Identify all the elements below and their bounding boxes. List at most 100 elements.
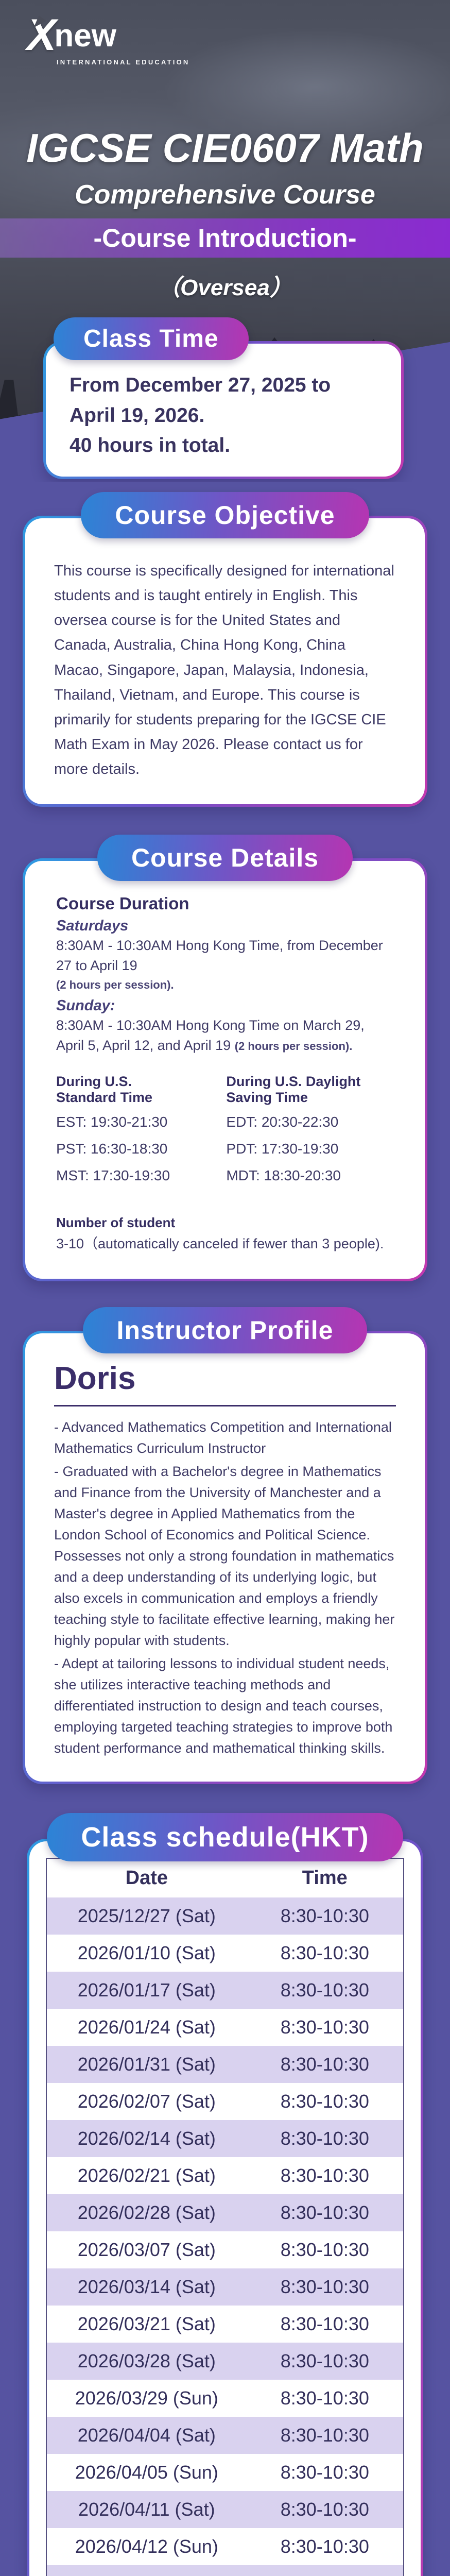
number-of-student-text: 3-10（automatically canceled if fewer tha… bbox=[56, 1235, 384, 1251]
table-cell: 2026/01/10 (Sat) bbox=[77, 1942, 216, 1964]
table-cell: 8:30-10:30 bbox=[280, 2016, 369, 2038]
bird-icon bbox=[29, 13, 47, 28]
class-time-dates: From December 27, 2025 to April 19, 2026… bbox=[70, 374, 331, 427]
sunday-time: 8:30AM - 10:30AM Hong Kong Time on March… bbox=[56, 1015, 394, 1056]
table-row: 2026/02/14 (Sat) 8:30-10:30 bbox=[46, 2120, 404, 2158]
sunday-time-text: 8:30AM - 10:30AM Hong Kong Time on March… bbox=[56, 1018, 365, 1054]
table-cell: 2026/04/18 (Sat) bbox=[46, 2565, 247, 2576]
table-cell: 2026/02/28 (Sat) bbox=[77, 2202, 216, 2224]
table-row: 2026/04/04 (Sat) 8:30-10:30 bbox=[46, 2417, 404, 2454]
table-row: 2026/02/21 (Sat) 8:30-10:30 bbox=[46, 2157, 404, 2194]
table-row: 2026/02/28 (Sat) 8:30-10:30 bbox=[46, 2194, 404, 2232]
course-objective-section: Course Objective This course is specific… bbox=[0, 492, 450, 807]
table-row: 2026/03/28 (Sat) 8:30-10:30 bbox=[46, 2343, 404, 2380]
sunday-note: (2 hours per session). bbox=[234, 1040, 353, 1053]
table-row: 2026/03/29 (Sun) 8:30-10:30 bbox=[46, 2380, 404, 2417]
table-cell: 2025/12/27 (Sat) bbox=[77, 1905, 216, 1927]
table-row: 2026/01/17 (Sat) 8:30-10:30 bbox=[46, 1972, 404, 2009]
schedule-table-body: 2025/12/27 (Sat) 8:30-10:30 2026/01/10 (Sa… bbox=[46, 1897, 404, 2576]
us-standard-title: During U.S. Standard Time bbox=[56, 1073, 153, 1105]
column-header-date: Date bbox=[125, 1867, 168, 1889]
logo-wordmark: new bbox=[54, 18, 116, 54]
table-cell: 2026/03/14 (Sat) bbox=[77, 2276, 216, 2298]
table-cell: 8:30-10:30 bbox=[280, 2128, 369, 2149]
table-row: 2026/04/11 (Sat) 8:30-10:30 bbox=[46, 2491, 404, 2529]
table-cell: 2026/01/17 (Sat) bbox=[77, 1979, 216, 2001]
table-cell: 2026/03/29 (Sun) bbox=[75, 2387, 218, 2409]
column-header-time: Time bbox=[302, 1867, 348, 1889]
instructor-bullets: - Advanced Mathematics Competition and I… bbox=[54, 1417, 396, 1759]
list-item: MDT: 18:30-20:30 bbox=[226, 1167, 341, 1183]
table-cell: 2026/04/12 (Sun) bbox=[75, 2536, 218, 2557]
schedule-section: Class schedule(HKT) Date Time 2025/12/27… bbox=[0, 1813, 450, 2576]
us-daylight-title: During U.S. Daylight Saving Time bbox=[226, 1073, 361, 1105]
list-item: - Adept at tailoring lessons to individu… bbox=[54, 1656, 393, 1756]
table-cell: 2026/02/07 (Sat) bbox=[77, 2091, 216, 2112]
instructor-card: Doris - Advanced Mathematics Competition… bbox=[23, 1331, 427, 1785]
page-subtitle: Comprehensive Course bbox=[75, 180, 375, 210]
xnew-logo: X new INTERNATIONAL EDUCATION bbox=[27, 10, 189, 66]
saturdays-time-text: 8:30AM - 10:30AM Hong Kong Time, from De… bbox=[56, 938, 383, 974]
course-details-section: Course Details Course Duration Saturdays… bbox=[0, 835, 450, 1281]
table-cell: 8:30-10:30 bbox=[280, 1942, 369, 1964]
table-row: 2026/02/07 (Sat) 8:30-10:30 bbox=[46, 2083, 404, 2120]
list-item: EDT: 20:30-22:30 bbox=[226, 1113, 339, 1130]
oversea-label: （Oversea） bbox=[158, 275, 292, 300]
table-row: 2026/04/18 (Sat)8:30-10:30 bbox=[46, 2565, 404, 2576]
course-objective-text: This course is specifically designed for… bbox=[54, 563, 394, 777]
table-cell: 2026/04/04 (Sat) bbox=[77, 2425, 216, 2446]
class-schedule-heading: Class schedule(HKT) bbox=[47, 1813, 403, 1862]
table-cell: 2026/01/31 (Sat) bbox=[77, 2054, 216, 2075]
table-cell: 8:30-10:30 bbox=[280, 2165, 369, 2187]
course-duration-title: Course Duration bbox=[56, 894, 189, 913]
class-schedule-card: Date Time 2025/12/27 (Sat) 8:30-10:30 2026… bbox=[27, 1839, 423, 2576]
table-cell: 8:30-10:30 bbox=[280, 1905, 369, 1927]
table-cell: 2026/03/21 (Sat) bbox=[77, 2313, 216, 2335]
course-details-card: Course Duration Saturdays 8:30AM - 10:30… bbox=[23, 858, 427, 1281]
course-details-heading: Course Details bbox=[97, 835, 353, 882]
saturdays-note: (2 hours per session). bbox=[56, 978, 174, 992]
course-introduction-label: -Course Introduction- bbox=[93, 224, 357, 252]
course-objective-heading: Course Objective bbox=[81, 492, 369, 538]
table-cell: 2026/03/28 (Sat) bbox=[77, 2350, 216, 2372]
list-item: MST: 17:30-19:30 bbox=[56, 1167, 170, 1183]
table-cell: 2026/02/21 (Sat) bbox=[77, 2165, 216, 2187]
saturdays-time: 8:30AM - 10:30AM Hong Kong Time, from De… bbox=[56, 936, 394, 976]
class-time-hours: 40 hours in total. bbox=[70, 434, 231, 456]
table-row: 2026/01/24 (Sat) 8:30-10:30 bbox=[46, 2009, 404, 2046]
instructor-name: Doris bbox=[54, 1360, 136, 1396]
table-header-row: Date Time bbox=[46, 1858, 404, 1897]
table-row: 2026/01/10 (Sat) 8:30-10:30 bbox=[46, 1935, 404, 1972]
logo-bird-x-icon: X bbox=[27, 10, 56, 60]
table-cell: 8:30-10:30 bbox=[280, 2054, 369, 2075]
table-cell: 8:30-10:30 bbox=[280, 2536, 369, 2557]
table-cell: 8:30-10:30 bbox=[280, 2202, 369, 2224]
us-standard-list: EST: 19:30-21:30 PST: 16:30-18:30 MST: 17:… bbox=[56, 1114, 190, 1184]
table-cell: 8:30-10:30 bbox=[280, 2462, 369, 2483]
table-row: 2025/12/27 (Sat) 8:30-10:30 bbox=[46, 1897, 404, 1935]
table-cell: 2026/04/05 (Sun) bbox=[75, 2462, 218, 2483]
table-cell: 2026/02/14 (Sat) bbox=[77, 2128, 216, 2149]
table-cell: 8:30-10:30 bbox=[280, 2239, 369, 2261]
table-row: 2026/03/21 (Sat) 8:30-10:30 bbox=[46, 2306, 404, 2343]
table-cell: 8:30-10:30 bbox=[280, 2091, 369, 2112]
us-daylight-list: EDT: 20:30-22:30 PDT: 17:30-19:30 MDT: 18:… bbox=[226, 1114, 394, 1184]
table-row: 2026/04/12 (Sun) 8:30-10:30 bbox=[46, 2528, 404, 2565]
table-row: 2026/04/05 (Sun) 8:30-10:30 bbox=[46, 2454, 404, 2491]
number-of-student-title: Number of student bbox=[56, 1214, 176, 1230]
saturdays-label: Saturdays bbox=[56, 918, 129, 935]
table-cell: 8:30-10:30 bbox=[247, 2565, 404, 2576]
table-cell: 2026/04/11 (Sat) bbox=[78, 2499, 215, 2520]
list-item: - Graduated with a Bachelor's degree in … bbox=[54, 1463, 395, 1649]
divider bbox=[54, 1404, 396, 1406]
course-objective-card: This course is specifically designed for… bbox=[23, 516, 427, 807]
table-cell: 8:30-10:30 bbox=[280, 2276, 369, 2298]
sunday-label: Sunday: bbox=[56, 997, 115, 1014]
schedule-table: Date Time 2025/12/27 (Sat) 8:30-10:30 2026… bbox=[46, 1858, 404, 2576]
course-introduction-banner: -Course Introduction- bbox=[0, 218, 450, 258]
class-time-heading: Class Time bbox=[54, 317, 249, 360]
list-item: - Advanced Mathematics Competition and I… bbox=[54, 1419, 392, 1456]
instructor-profile-heading: Instructor Profile bbox=[82, 1307, 368, 1353]
hero-banner: X new INTERNATIONAL EDUCATION IGCSE CIE0… bbox=[0, 0, 450, 482]
